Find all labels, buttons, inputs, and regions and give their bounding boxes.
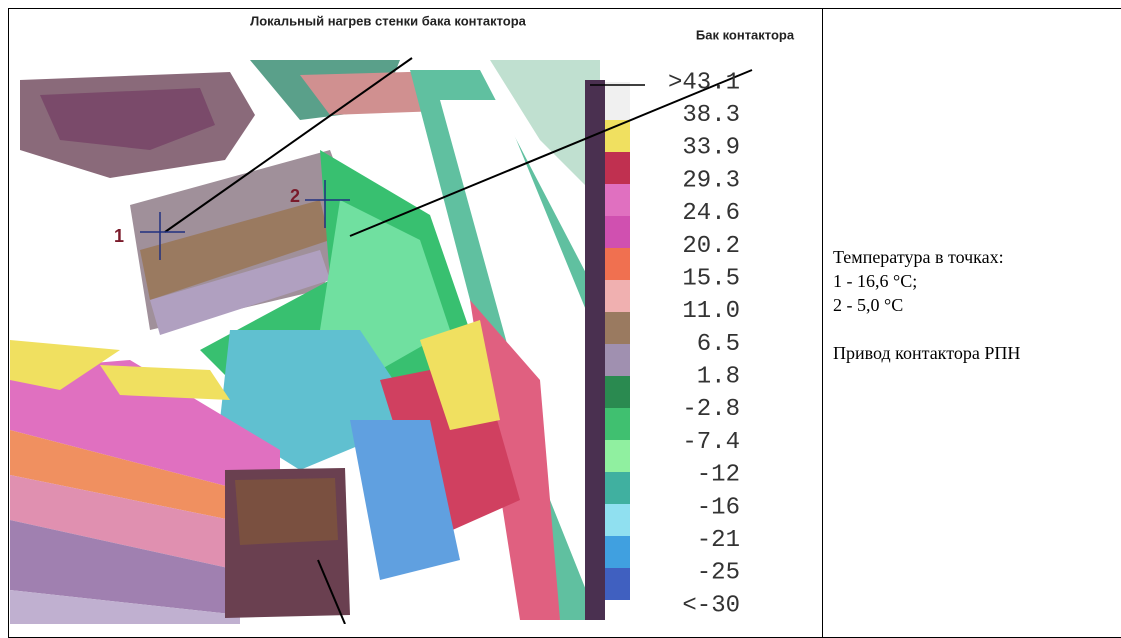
scale-label: 15.5 (682, 265, 740, 292)
caption-line: 1 - 16,6 °С; (833, 271, 918, 291)
scale-label: -21 (697, 527, 740, 554)
image-cell: Локальный нагрев стенки бака контактора … (8, 8, 823, 638)
scale-label: -7.4 (682, 429, 740, 456)
caption-line: 2 - 5,0 °С (833, 295, 904, 315)
thermogram: Локальный нагрев стенки бака контактора … (9, 9, 822, 625)
scale-label: 33.9 (682, 135, 740, 162)
image-title: Локальный нагрев стенки бака контактора (250, 13, 527, 28)
scale-label: 11.0 (682, 298, 740, 325)
scale-label: -12 (697, 462, 740, 489)
caption-note: Привод контактора РПН (833, 343, 1021, 363)
scale-label: 6.5 (697, 331, 740, 358)
scale-label: 38.3 (682, 102, 740, 129)
scale-label: 1.8 (697, 364, 740, 391)
scale-label: <-30 (682, 592, 740, 619)
point-label: 2 (290, 186, 300, 206)
image-subtitle: Бак контактора (696, 27, 795, 42)
color-bar (605, 82, 630, 600)
scale-label: 24.6 (682, 200, 740, 227)
caption-line: Температура в точках: (833, 247, 1004, 267)
scale-label: -16 (697, 494, 740, 521)
scale-label: >43.1 (668, 69, 740, 96)
point-label: 1 (114, 226, 124, 246)
scale-label: -2.8 (682, 396, 740, 423)
page: Локальный нагрев стенки бака контактора … (8, 8, 1121, 638)
caption-cell: Температура в точках: 1 - 16,6 °С; 2 - 5… (822, 8, 1121, 638)
scale-label: 20.2 (682, 233, 740, 260)
scale-label: -25 (697, 560, 740, 587)
scale-label: 29.3 (682, 167, 740, 194)
